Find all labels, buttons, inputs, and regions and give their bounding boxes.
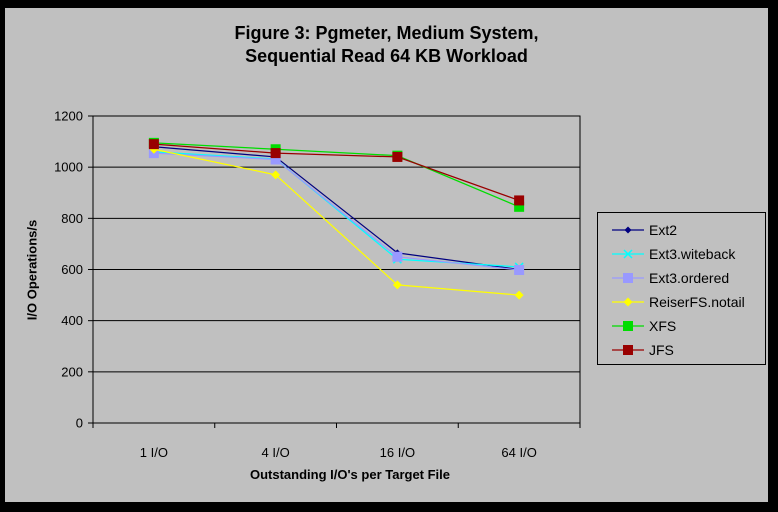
y-tick-label: 200 xyxy=(61,364,83,379)
legend-marker-sample xyxy=(612,249,644,259)
legend-marker-sample xyxy=(612,226,644,234)
y-tick-label: 1000 xyxy=(54,160,83,175)
y-tick-label: 400 xyxy=(61,313,83,328)
legend-marker-sample xyxy=(612,297,644,307)
chart-background: Figure 3: Pgmeter, Medium System, Sequen… xyxy=(5,8,768,502)
series-line-Ext2 xyxy=(153,146,520,271)
series-line-Ext3.ordered xyxy=(153,152,520,271)
x-axis-title: Outstanding I/O's per Target File xyxy=(249,467,451,482)
legend-item-Ext3.witeback: Ext3.witeback xyxy=(598,242,765,266)
y-tick-label: 600 xyxy=(61,262,83,277)
series-marker xyxy=(624,226,632,234)
series-marker xyxy=(623,273,633,283)
legend-item-label: Ext3.witeback xyxy=(649,246,736,262)
series-marker xyxy=(148,139,159,150)
y-tick-label: 1200 xyxy=(54,109,83,124)
chart-title-line1: Figure 3: Pgmeter, Medium System, xyxy=(234,23,539,43)
x-tick-label: 64 I/O xyxy=(501,445,536,460)
legend-item-Ext2: Ext2 xyxy=(598,218,765,242)
series-line-ReiserFS.notail xyxy=(153,148,520,296)
series-marker xyxy=(514,290,524,300)
y-tick-label: 0 xyxy=(76,416,83,431)
legend-marker-sample xyxy=(612,345,644,355)
legend-item-label: JFS xyxy=(649,342,674,358)
series-marker xyxy=(623,249,633,259)
legend-item-JFS: JFS xyxy=(598,338,765,362)
series-marker xyxy=(623,345,633,355)
legend-item-Ext3.ordered: Ext3.ordered xyxy=(598,266,765,290)
series-line-JFS xyxy=(153,143,520,202)
legend-item-label: Ext2 xyxy=(649,222,678,238)
x-tick-label: 16 I/O xyxy=(380,445,415,460)
series-marker xyxy=(514,201,525,212)
legend-item-label: XFS xyxy=(649,318,677,334)
legend: Ext2 Ext3.witeback Ext3.ordered ReiserFS.no… xyxy=(597,212,766,365)
series-marker xyxy=(392,280,402,290)
legend-item-XFS: XFS xyxy=(598,314,765,338)
series-marker xyxy=(514,265,525,276)
legend-item-label: Ext3.ordered xyxy=(649,270,730,286)
series-marker xyxy=(623,321,633,331)
x-tick-label: 1 I/O xyxy=(140,445,168,460)
series-marker xyxy=(392,251,403,262)
x-tick-label: 4 I/O xyxy=(262,445,290,460)
series-line-Ext3.witeback xyxy=(153,151,520,268)
series-marker xyxy=(514,195,525,206)
series-marker xyxy=(270,148,281,159)
legend-item-label: ReiserFS.notail xyxy=(649,294,745,310)
chart-title: Figure 3: Pgmeter, Medium System, Sequen… xyxy=(5,22,768,68)
chart-title-line2: Sequential Read 64 KB Workload xyxy=(245,46,528,66)
legend-marker-sample xyxy=(612,273,644,283)
series-marker xyxy=(270,154,281,165)
series-marker xyxy=(392,151,403,162)
legend-item-ReiserFS.notail: ReiserFS.notail xyxy=(598,290,765,314)
y-axis-title: I/O Operations/s xyxy=(24,219,40,321)
series-marker xyxy=(271,170,281,180)
legend-marker-sample xyxy=(612,321,644,331)
y-tick-label: 800 xyxy=(61,211,83,226)
series-marker xyxy=(623,297,633,307)
plot-area: 0 200 400 600 800 1000 1200 1 I/O 4 I/O 16 I/O 64 … xyxy=(54,109,581,460)
series-line-XFS xyxy=(153,142,520,208)
